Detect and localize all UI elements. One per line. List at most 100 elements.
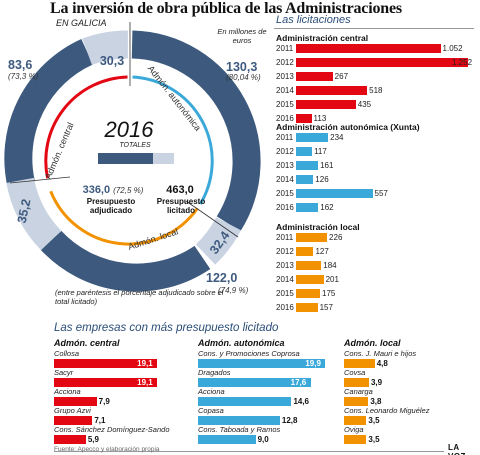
empresa-value: 19,1	[137, 378, 153, 387]
empresa-bar	[344, 378, 369, 387]
empresas-title: Las empresas con más presupuesto licitad…	[54, 322, 279, 334]
empresa-bar	[344, 416, 367, 425]
empresa-bar	[198, 435, 256, 444]
bar-year-label: 2016	[276, 203, 294, 212]
ring-value-local-light: 35,2	[15, 198, 34, 225]
empresa-name: Acciona	[54, 387, 81, 396]
licitaciones-bar-row: 2011 226	[274, 232, 474, 244]
empresa-bar	[54, 397, 97, 406]
licitaciones-bar	[296, 275, 324, 284]
bar-value-label: 1.052	[442, 44, 463, 53]
page-title: La inversión de obra pública de las Admi…	[50, 0, 402, 17]
bar-year-label: 2015	[276, 100, 294, 109]
licitaciones-bar	[296, 44, 441, 53]
local-adjudicado-value: 122,0	[206, 271, 238, 285]
empresa-row: Cons. Leonardo Miguélez 3,5	[344, 406, 474, 427]
region-label: EN GALICIA	[56, 18, 107, 28]
empresa-row: Canarga 3,8	[344, 387, 474, 408]
ring-central-dark	[4, 38, 94, 188]
empresa-value: 3,5	[368, 416, 380, 425]
licitaciones-bar-row: 2014 201	[274, 274, 474, 286]
empresa-value: 17,6	[290, 378, 307, 387]
center-year: 2016	[104, 117, 154, 142]
bar-year-label: 2014	[276, 86, 294, 95]
autonomica-adjudicado-pct: (80,04 %)	[226, 73, 261, 82]
bar-year-label: 2013	[276, 261, 294, 270]
empresa-row: Copasa 12,8	[198, 406, 328, 427]
empresa-name: Collosa	[54, 349, 80, 358]
empresa-row: Collosa 19,1	[54, 349, 184, 370]
bar-year-label: 2015	[276, 289, 294, 298]
bar-year-label: 2012	[276, 147, 294, 156]
licitaciones-bar-row: 2012 1.252	[274, 57, 474, 69]
empresa-row: Sacyr 19,1	[54, 368, 184, 389]
empresa-name: Covsa	[344, 368, 366, 377]
licitaciones-bar	[296, 161, 319, 170]
ring-autonomica-dark	[131, 30, 261, 232]
empresa-value: 3,9	[370, 378, 383, 387]
licitaciones-bar-row: 2012 127	[274, 246, 474, 258]
empresa-bar	[198, 378, 311, 387]
licitaciones-bar	[296, 147, 313, 156]
empresa-name: Dragados	[198, 368, 231, 377]
bar-year-label: 2016	[276, 114, 294, 123]
licitaciones-bar-row: 2016 157	[274, 302, 474, 314]
licitado-label: Presupuesto licitado	[156, 197, 206, 215]
empresa-bar	[344, 397, 369, 406]
bar-value-label: 557	[374, 189, 388, 198]
licitaciones-bar-row: 2014 126	[274, 174, 474, 186]
bar-adjudicado	[98, 153, 153, 164]
empresa-bar	[54, 378, 158, 387]
empresa-bar	[54, 416, 93, 425]
empresa-name: Cons. Taboada y Ramos	[198, 425, 281, 434]
empresa-bar	[198, 359, 326, 368]
licitaciones-bar-row: 2011 234	[274, 132, 474, 144]
adjudicado-value: 336,0 (72,5 %)	[73, 184, 153, 196]
bar-year-label: 2011	[276, 133, 294, 142]
bar-year-label: 2016	[276, 303, 294, 312]
empresas-column-title: Admón. central	[54, 338, 120, 348]
empresa-name: Grupo Azvi	[54, 406, 91, 415]
brand-logo: LA VOZ	[448, 443, 465, 455]
empresa-value: 5,9	[87, 435, 99, 444]
bar-value-label: 518	[369, 86, 383, 95]
empresa-name: Cons. Leonardo Miguélez	[344, 406, 430, 415]
bar-value-label: 201	[325, 275, 339, 284]
licitaciones-bar	[296, 261, 322, 270]
bar-year-label: 2012	[276, 247, 294, 256]
empresa-name: Cons. Sánchez Domínguez-Sando	[54, 425, 170, 434]
empresa-row: Acciona 14,6	[198, 387, 328, 408]
empresa-bar	[198, 416, 280, 425]
source-divider	[54, 451, 444, 452]
licitaciones-bar-row: 2011 1.052	[274, 43, 474, 55]
bar-year-label: 2012	[276, 58, 294, 67]
licitaciones-bar	[296, 203, 319, 212]
licitaciones-bar	[296, 86, 368, 95]
licitaciones-bar	[296, 233, 328, 242]
empresa-bar	[54, 435, 86, 444]
ring-value-central-light: 30,3	[100, 54, 124, 68]
empresa-value: 19,9	[305, 359, 321, 368]
licitaciones-bar-row: 2013 161	[274, 160, 474, 172]
inner-arc-local	[49, 190, 199, 246]
empresa-value: 9,0	[257, 435, 269, 444]
bar-year-label: 2011	[276, 44, 294, 53]
licitaciones-bar-row: 2015 175	[274, 288, 474, 300]
licitaciones-group-title: Administración local	[276, 222, 360, 232]
licitaciones-bar-row: 2016 113	[274, 113, 474, 125]
bar-value-label: 175	[322, 289, 336, 298]
licitaciones-bar	[296, 100, 356, 109]
empresa-row: Covsa 3,9	[344, 368, 474, 389]
bar-value-label: 157	[319, 303, 333, 312]
center-totals-label: TOTALES	[119, 142, 151, 149]
empresa-value: 12,8	[281, 416, 298, 425]
empresa-name: Cons. y Promociones Coprosa	[198, 349, 300, 358]
empresa-bar	[344, 435, 367, 444]
empresa-value: 14,6	[293, 397, 310, 406]
bar-year-label: 2015	[276, 189, 294, 198]
bar-value-label: 126	[315, 175, 329, 184]
empresa-row: Cons. Taboada y Ramos 9,0	[198, 425, 328, 446]
licitaciones-bar	[296, 303, 318, 312]
empresa-name: Sacyr	[54, 368, 74, 377]
ring-central-light	[82, 30, 129, 65]
